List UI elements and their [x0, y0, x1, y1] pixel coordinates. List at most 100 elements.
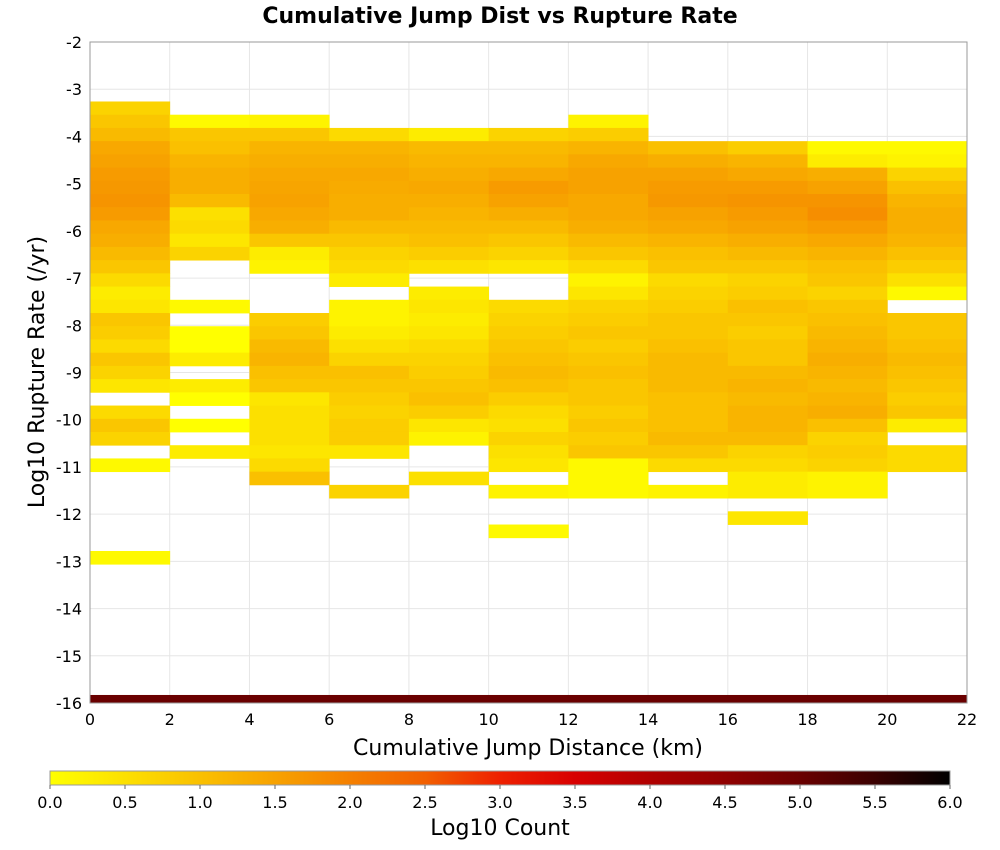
heatmap-cell — [648, 326, 729, 340]
heatmap-cell — [727, 167, 808, 182]
heatmap-cell — [329, 180, 410, 195]
heatmap-cell — [727, 233, 808, 248]
heatmap-cell — [648, 365, 729, 380]
heatmap-cell — [727, 418, 808, 433]
heatmap-cell — [488, 167, 569, 182]
heatmap-cell — [488, 246, 569, 261]
x-tick-label: 22 — [957, 710, 977, 729]
y-axis-ticks: -2 -3 -4 -5 -6 -7 -8 -9 -10 -11 -12 -13 -14 -15 -16 — [56, 33, 82, 713]
y-tick-label: -16 — [56, 694, 82, 713]
heatmap-cell — [488, 524, 569, 539]
heatmap-cell — [329, 167, 410, 182]
heatmap-cell — [488, 194, 569, 208]
heatmap-cell — [408, 260, 490, 274]
heatmap-cell — [727, 471, 808, 486]
heatmap-cell — [169, 194, 250, 208]
heatmap-cell — [727, 246, 808, 261]
heatmap-cell — [807, 167, 888, 182]
heatmap-cell — [727, 260, 808, 274]
x-tick-label: 0 — [85, 710, 95, 729]
heatmap-cell — [887, 405, 968, 420]
heatmap-cell — [727, 339, 808, 354]
heatmap-cell — [727, 379, 808, 393]
heatmap-cell — [648, 220, 729, 235]
heatmap-cell — [488, 418, 569, 433]
colorbar — [49, 770, 951, 786]
heatmap-cell — [249, 127, 330, 142]
heatmap-cell — [727, 154, 808, 168]
colorbar-label: Log10 Count — [430, 816, 570, 841]
x-tick-label: 10 — [478, 710, 498, 729]
heatmap-cell — [408, 365, 490, 380]
heatmap-cell — [807, 379, 888, 393]
heatmap-cell — [648, 194, 729, 208]
heatmap-cell — [329, 154, 410, 168]
heatmap-cell — [488, 339, 569, 354]
heatmap-cell — [90, 458, 171, 473]
heatmap-cell — [568, 207, 649, 221]
heatmap-cell — [329, 194, 410, 208]
heatmap-cell — [169, 392, 250, 406]
heatmap-cell — [807, 405, 888, 420]
heatmap-cell — [329, 246, 410, 261]
heatmap-cell — [329, 418, 410, 433]
heatmap-cell — [488, 180, 569, 195]
heatmap-cell — [408, 431, 490, 446]
heatmap-cell — [807, 286, 888, 301]
heatmap-cell — [887, 141, 968, 155]
heatmap-cell — [807, 484, 888, 499]
heatmap-cell — [249, 313, 330, 327]
heatmap-cell — [727, 511, 808, 525]
y-tick-label: -4 — [66, 127, 82, 146]
heatmap-cell — [727, 326, 808, 340]
heatmap-cell — [807, 339, 888, 354]
heatmap-cell — [249, 246, 330, 261]
heatmap-cell — [90, 246, 171, 261]
heatmap-cell — [408, 299, 490, 314]
heatmap-cell — [329, 392, 410, 406]
heatmap-cell — [568, 127, 649, 142]
heatmap-cell — [90, 313, 171, 327]
heatmap-cell — [887, 194, 968, 208]
x-tick-label: 2 — [165, 710, 175, 729]
heatmap-cell — [408, 141, 490, 155]
heatmap-cell — [648, 313, 729, 327]
heatmap-cell — [169, 180, 250, 195]
colorbar-ticks: 0.0 0.5 1.0 1.5 2.0 2.5 3.0 3.5 4.0 4.5 5.0 5.5 6.0 — [37, 785, 963, 812]
heatmap-cell — [408, 167, 490, 182]
x-tick-label: 18 — [797, 710, 817, 729]
heatmap-cell — [568, 260, 649, 274]
y-tick-label: -12 — [56, 505, 82, 524]
heatmap-cell — [648, 458, 729, 473]
x-tick-label: 4 — [244, 710, 254, 729]
heatmap-cell — [408, 405, 490, 420]
heatmap-cell — [488, 458, 569, 473]
y-tick-label: -5 — [66, 175, 82, 194]
heatmap-cell — [887, 339, 968, 354]
heatmap-cell — [807, 154, 888, 168]
colorbar-tick-label: 3.5 — [562, 793, 587, 812]
heatmap-cell — [887, 392, 968, 406]
heatmap-cell — [568, 180, 649, 195]
heatmap-cell — [887, 273, 968, 287]
y-tick-label: -3 — [66, 80, 82, 99]
heatmap-cell — [887, 207, 968, 221]
heatmap-cell — [169, 246, 250, 261]
heatmap-cell — [90, 352, 171, 367]
heatmap-cell — [568, 299, 649, 314]
heatmap-cell — [408, 194, 490, 208]
heatmap-cell — [568, 471, 649, 486]
heatmap-cell — [488, 326, 569, 340]
heatmap-cell — [807, 365, 888, 380]
heatmap-cell — [727, 194, 808, 208]
y-tick-label: -6 — [66, 222, 82, 241]
heatmap-cell — [887, 286, 968, 301]
heatmap-cell — [90, 379, 171, 393]
heatmap-cell — [488, 445, 569, 459]
heatmap-cell — [568, 286, 649, 301]
heatmap-cell — [169, 114, 250, 129]
heatmap-cell — [488, 365, 569, 380]
heatmap-cell — [329, 445, 410, 459]
heatmap-cell — [807, 352, 888, 367]
heatmap-cell — [249, 392, 330, 406]
